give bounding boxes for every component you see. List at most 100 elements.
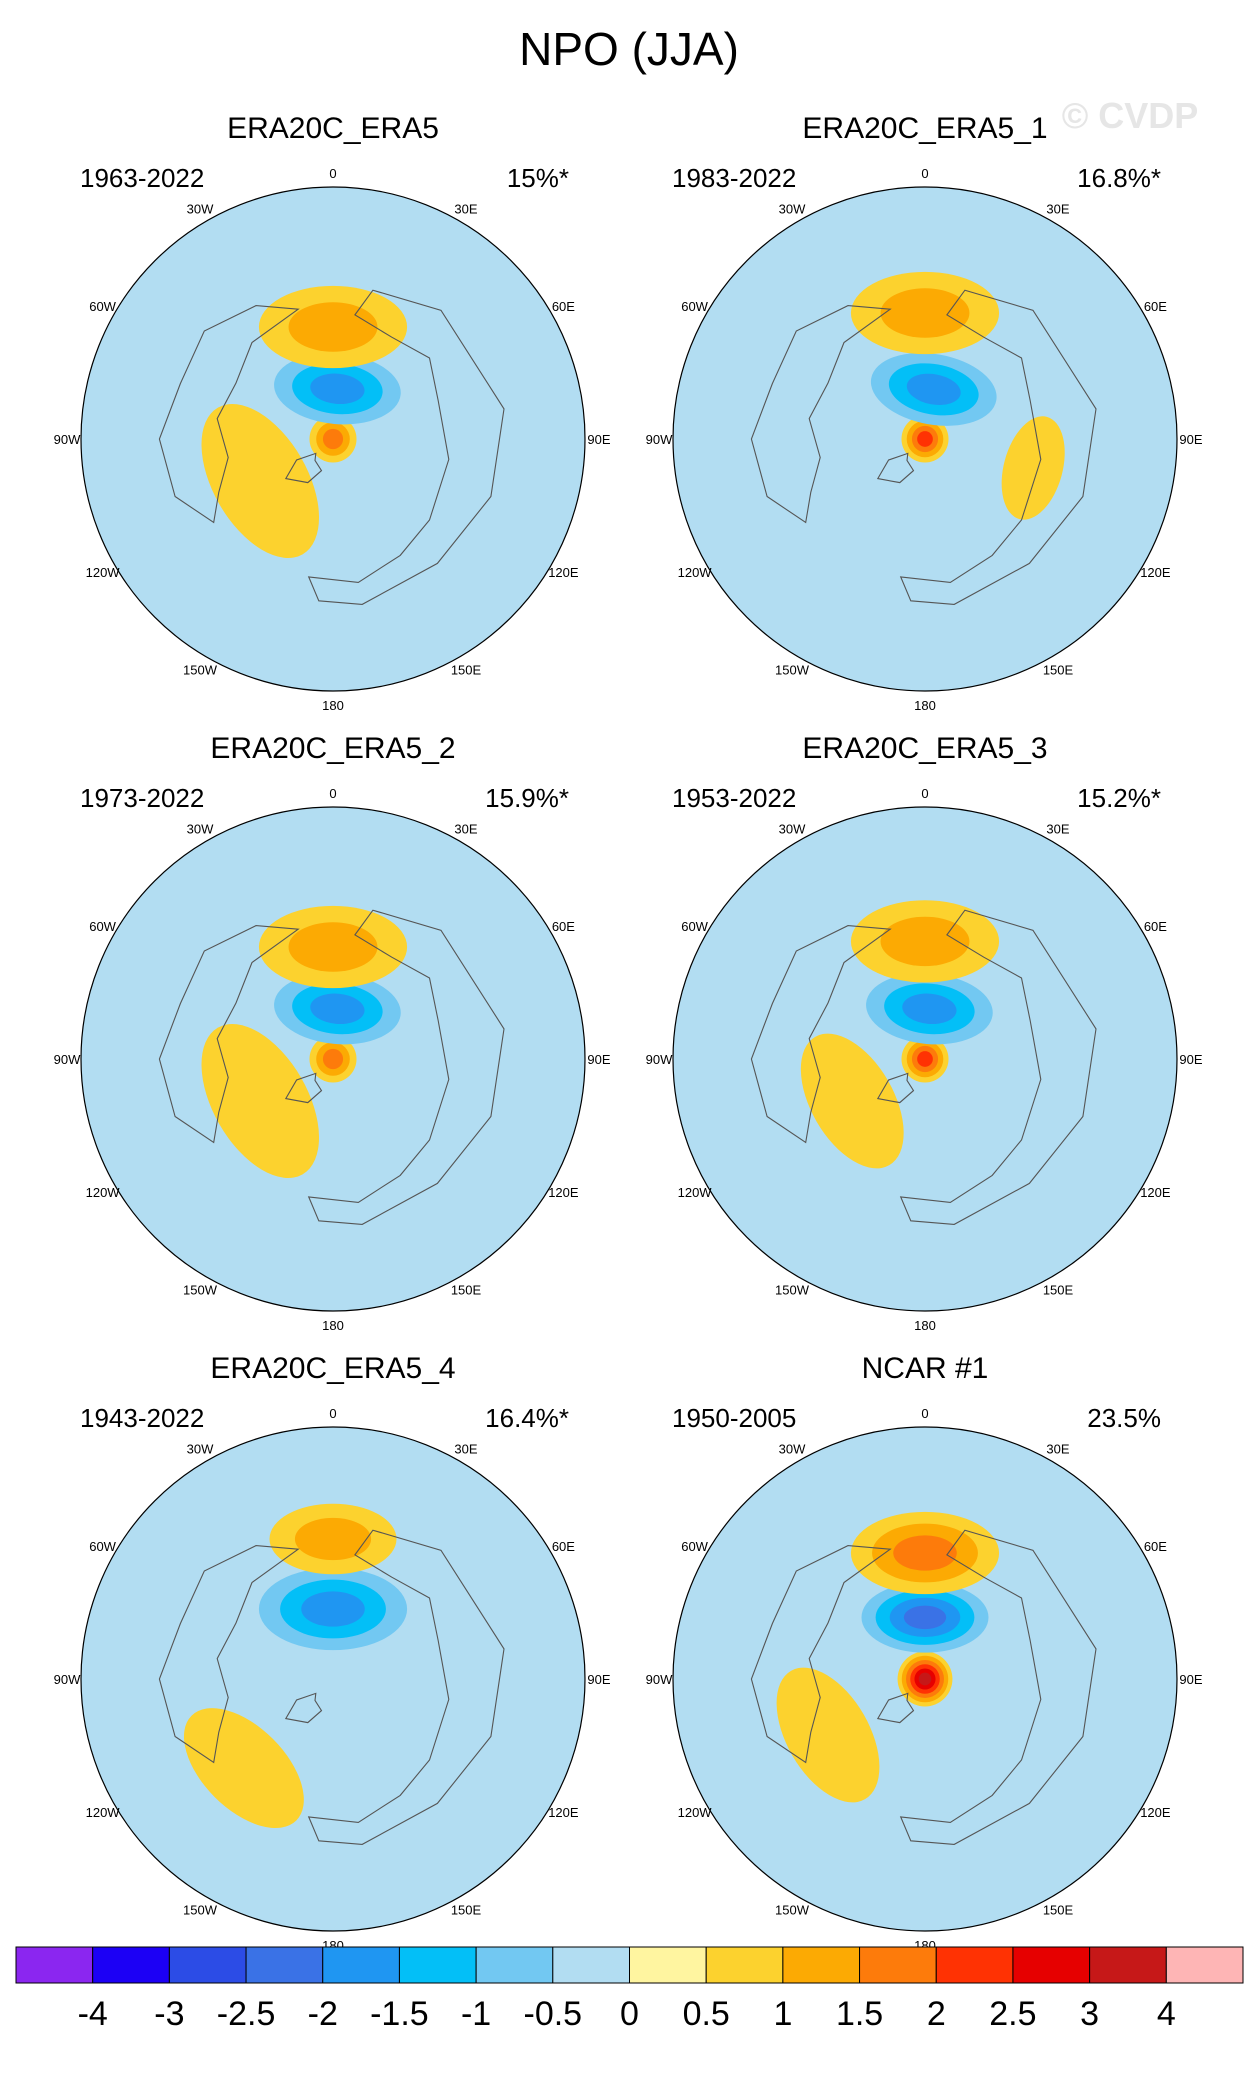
anomaly-field [81,807,585,1311]
longitude-label: 150W [775,1902,810,1917]
colorbar-swatch [245,1946,324,1984]
coastline [158,925,300,1144]
longitude-label: 120W [86,565,121,580]
anomaly-contour [893,1535,957,1571]
anomaly-field [673,807,1177,1311]
coastlines [158,1529,505,1845]
longitude-label: 60W [681,1539,708,1554]
map-boundary [672,186,1178,692]
longitude-label: 120W [678,1185,713,1200]
panels: ERA20C_ERA5 1963-2022 15%* 180 150E 120E 90E 60… [54,112,1203,1953]
longitude-label: 120W [678,1805,713,1820]
anomaly-contour [776,1667,880,1803]
longitude-label: 0 [329,1406,336,1421]
coastline [899,1529,1097,1845]
longitude-label: 60W [89,1539,116,1554]
longitude-label: 60W [681,299,708,314]
coastline [750,305,892,524]
panel-variance: 15%* [507,163,569,193]
anomaly-contour [906,373,961,405]
anomaly-contour [288,922,378,972]
panel-variance: 15.9%* [485,783,569,813]
colorbar-swatch [1089,1946,1167,1984]
longitude-label: 0 [329,786,336,801]
longitude-label: 150W [775,1282,810,1297]
colorbar-tick: -1 [461,1995,491,2033]
anomaly-field [81,187,585,691]
longitude-label: 60E [1144,1539,1167,1554]
coastline [307,909,505,1225]
longitude-label: 150E [1043,1902,1074,1917]
longitude-label: 0 [921,166,928,181]
longitude-label: 30E [1046,822,1069,837]
figure-title: NPO (JJA) [519,23,739,75]
colorbar-swatch [935,1946,1014,1984]
colorbar-tick: 2 [927,1995,946,2033]
coastline [750,1545,892,1764]
anomaly-contour [310,993,365,1025]
colorbar-tick: -3 [154,1995,184,2033]
colorbar-tick: 0 [620,1995,639,2033]
longitude-label: 30E [1046,1442,1069,1457]
colorbar-tick: -2 [308,1995,338,2033]
longitude-label: 150E [1043,1282,1074,1297]
colorbar-swatch [475,1946,554,1984]
colorbar-swatch [92,1946,170,1984]
watermark: © CVDP [1062,95,1199,136]
panel-variance: 15.2%* [1077,783,1161,813]
anomaly-contour [917,1051,933,1067]
coastlines [750,289,1097,605]
map-boundary [80,1426,586,1932]
panel-1: ERA20C_ERA5 1963-2022 15%* 180 150E 120E 90E 60… [54,112,611,713]
panel-period: 1953-2022 [672,783,796,813]
colorbar-tick: 4 [1157,1995,1176,2033]
longitude-label: 90E [587,1672,610,1687]
longitude-label: 60E [552,299,575,314]
coastline [158,305,300,524]
map-boundary [80,806,586,1312]
longitude-label: 30W [779,202,806,217]
longitude-label: 150E [1043,662,1074,677]
longitude-label: 90W [646,1052,673,1067]
anomaly-field [673,1427,1177,1931]
longitude-label: 30W [779,1442,806,1457]
field-background [81,1427,585,1931]
panel-title: NCAR #1 [862,1352,989,1385]
anomaly-contour [1001,416,1065,520]
colorbar-tick: -2.5 [217,1995,276,2033]
map-boundary [672,1426,1178,1932]
coastline [899,289,1097,605]
longitude-label: 150W [183,1282,218,1297]
coastline [307,1529,505,1845]
panel-variance: 23.5% [1087,1403,1161,1433]
colorbar-tick: 2.5 [989,1995,1036,2033]
longitude-label: 90W [646,432,673,447]
anomaly-field [81,1427,585,1931]
panel-variance: 16.4%* [485,1403,569,1433]
longitude-label: 90W [54,432,81,447]
coastline [876,1072,915,1104]
coastlines [158,909,505,1225]
longitude-label: 0 [921,1406,928,1421]
anomaly-contour [294,1517,372,1561]
anomaly-contour [310,373,365,405]
longitude-label: 150E [451,1282,482,1297]
longitude-label: 90E [587,1052,610,1067]
panel-period: 1983-2022 [672,163,796,193]
anomaly-contour [201,1023,320,1179]
longitude-label: 90E [587,432,610,447]
longitude-label: 150W [775,662,810,677]
longitude-label: 60E [552,919,575,934]
longitude-label: 120E [1140,1185,1171,1200]
coastline [876,452,915,484]
longitude-label: 30E [454,822,477,837]
anomaly-contour [903,1605,947,1630]
colorbar-tick: -4 [78,1995,108,2033]
longitude-label: 90W [646,1672,673,1687]
panel-period: 1943-2022 [80,1403,204,1433]
longitude-label: 90W [54,1052,81,1067]
panel-period: 1973-2022 [80,783,204,813]
